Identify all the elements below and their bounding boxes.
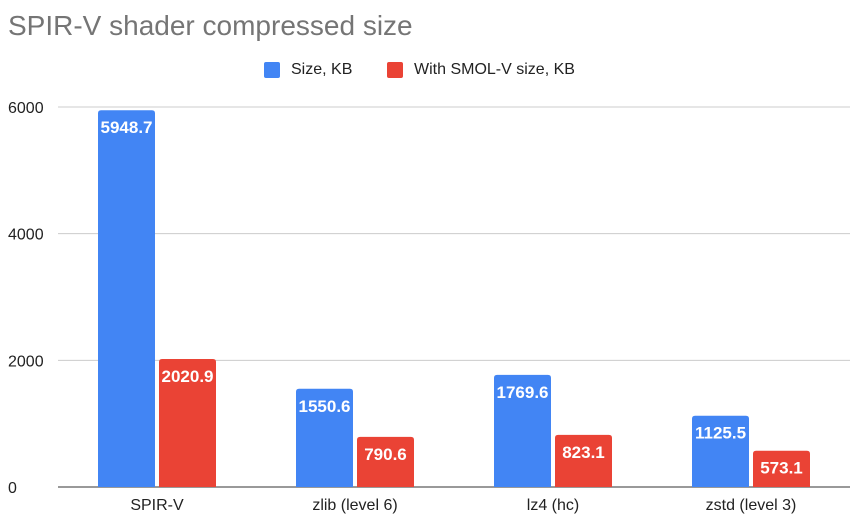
legend-item-series-2[interactable]: With SMOL-V size, KB [387, 58, 575, 82]
legend: Size, KB With SMOL-V size, KB [0, 58, 862, 82]
y-tick-label-1: 2000 [8, 353, 44, 370]
data-label-series-1-3: 1125.5 [695, 424, 746, 443]
bar-series-1-0 [98, 110, 155, 488]
legend-label-series-1: Size, KB [291, 61, 353, 78]
bar-series-2-0 [159, 359, 216, 487]
data-label-series-2-3: 573.1 [760, 459, 803, 478]
x-tick-label-0: SPIR-V [130, 497, 184, 514]
bar-series-2-1 [357, 436, 414, 487]
bar-series-2-2 [555, 434, 612, 487]
y-tick-label-2: 4000 [8, 227, 44, 244]
x-tick-label-3: zstd (level 3) [706, 497, 797, 514]
legend-swatch-series-1 [264, 62, 280, 78]
bar-series-1-2 [494, 374, 551, 487]
bar-series-1-3 [692, 415, 749, 487]
data-label-series-2-1: 790.6 [364, 445, 407, 464]
legend-item-series-1[interactable]: Size, KB [264, 58, 352, 82]
x-tick-label-2: lz4 (hc) [527, 497, 579, 514]
bar-series-2-3 [753, 450, 810, 487]
legend-label-series-2: With SMOL-V size, KB [414, 61, 575, 78]
chart-title: SPIR-V shader compressed size [8, 10, 413, 41]
y-tick-label-0: 0 [8, 480, 17, 497]
bar-series-1-1 [296, 388, 353, 487]
y-tick-label-3: 6000 [8, 100, 44, 117]
legend-swatch-series-2 [387, 62, 403, 78]
data-label-series-1-2: 1769.6 [497, 383, 549, 402]
data-label-series-2-0: 2020.9 [162, 367, 214, 386]
data-label-series-2-2: 823.1 [562, 443, 605, 462]
data-label-series-1-1: 1550.6 [299, 397, 351, 416]
data-label-series-1-0: 5948.7 [101, 118, 153, 137]
x-tick-label-1: zlib (level 6) [312, 497, 397, 514]
